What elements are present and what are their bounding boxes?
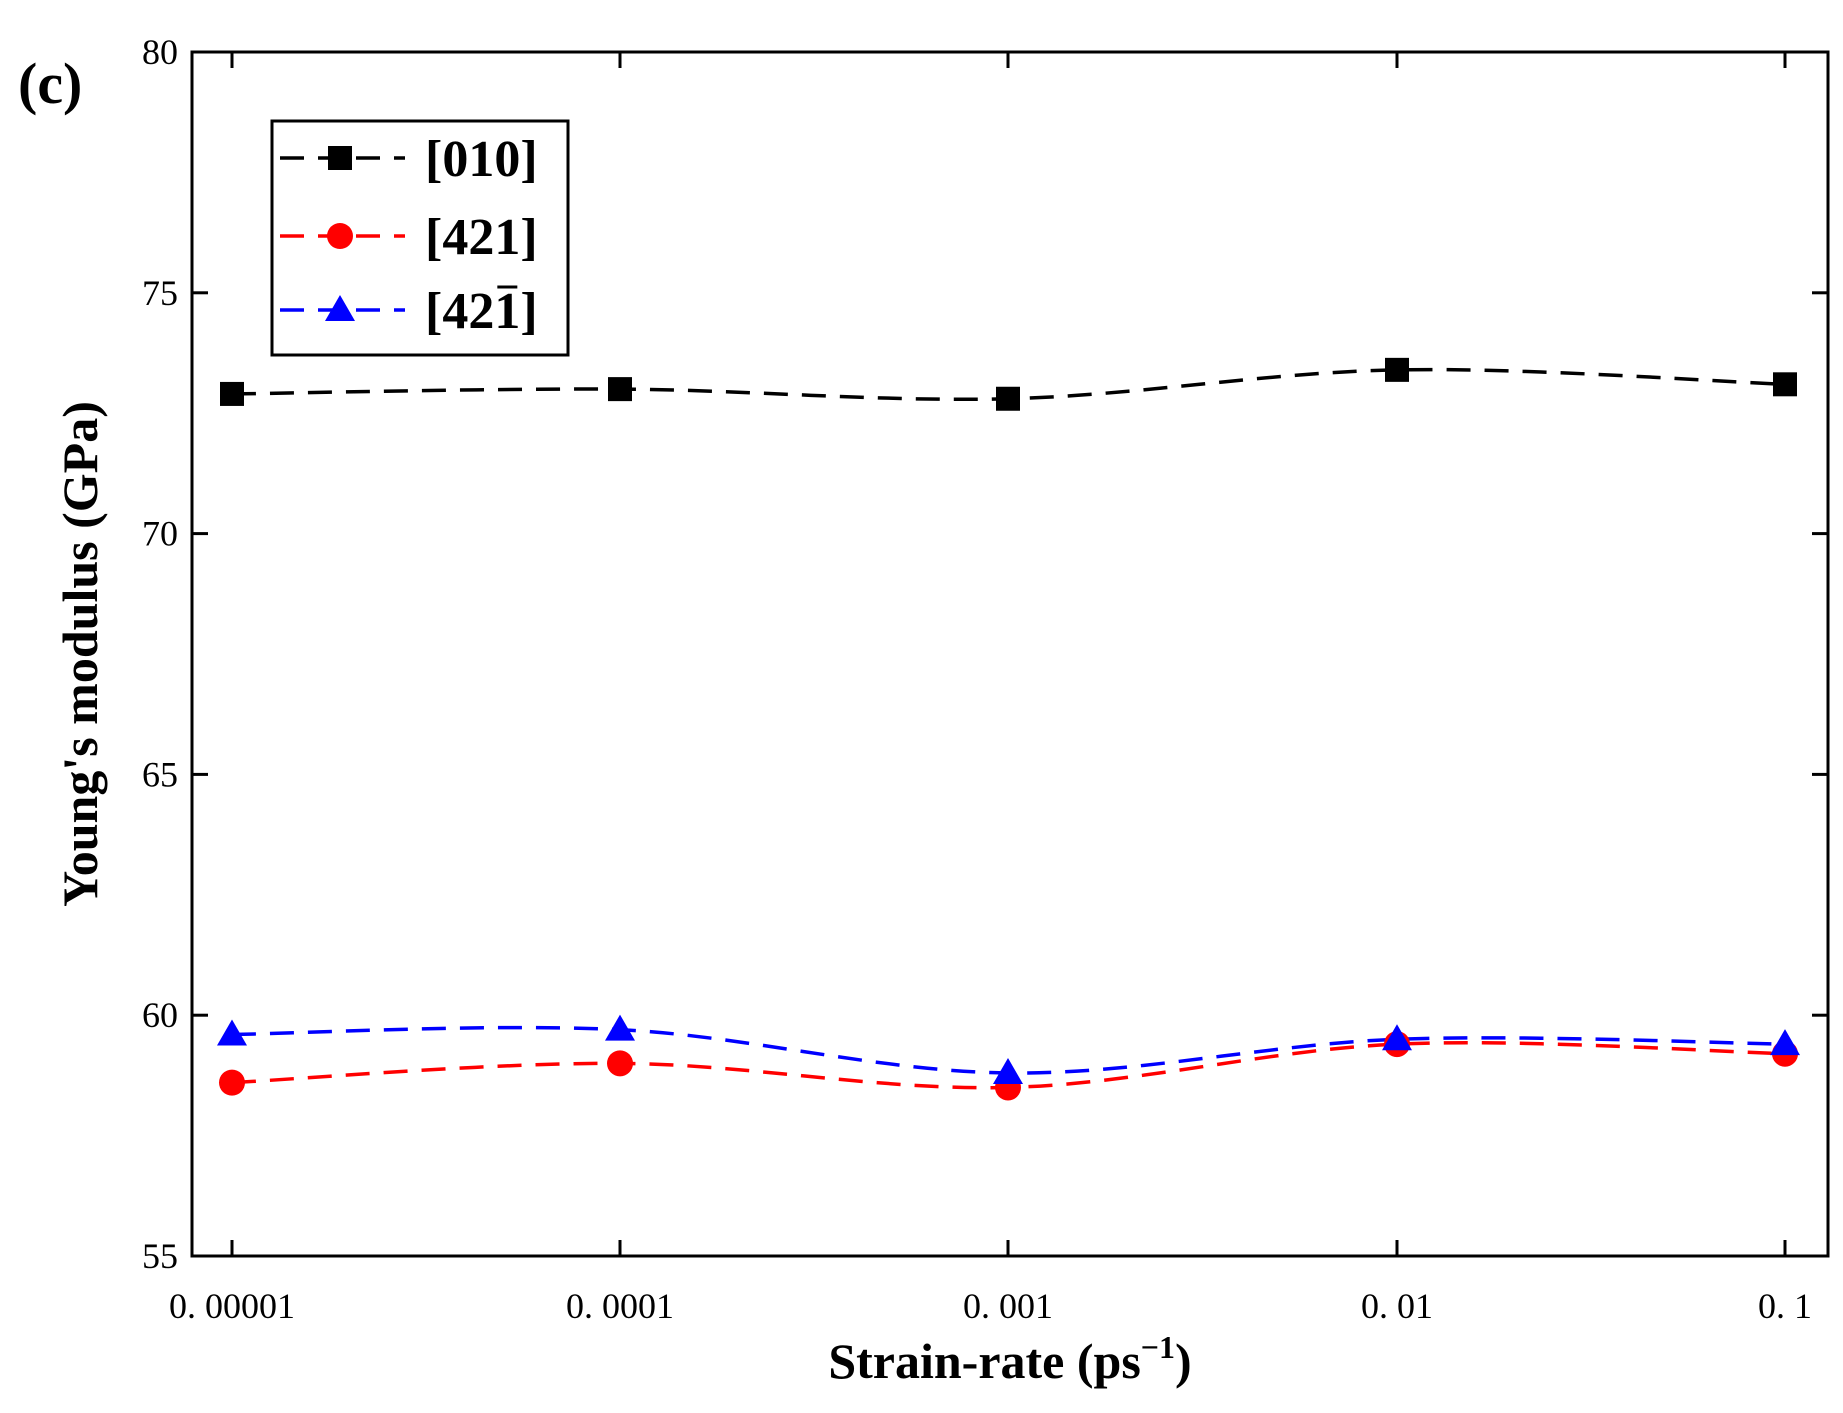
legend-box — [270, 119, 570, 357]
legend-label-main: [42 — [425, 283, 494, 340]
legend-items: [010][421][421] — [280, 131, 538, 340]
series-markers — [217, 357, 1800, 1101]
y-tick-labels: 55 60 65 70 75 80 — [142, 32, 178, 1276]
y-tick-label: 60 — [142, 995, 178, 1035]
legend-label-digit: 1 — [494, 283, 520, 340]
x-tick-label: 0. 0001 — [566, 1286, 674, 1326]
legend-label-digit: 1 — [494, 209, 520, 266]
data-point-triangle — [1382, 1024, 1412, 1051]
data-point-circle — [219, 1069, 245, 1096]
y-tick-label: 55 — [142, 1236, 178, 1276]
x-axis-title-main: Strain-rate (ps — [828, 1333, 1140, 1389]
data-point-square — [608, 377, 632, 402]
data-point-square — [1385, 357, 1409, 382]
x-tick-label: 0. 01 — [1361, 1286, 1433, 1326]
x-tick-label: 0. 00001 — [169, 1286, 295, 1326]
legend-label-close: ] — [520, 131, 537, 188]
y-tick-label: 80 — [142, 32, 178, 72]
data-point-square — [996, 386, 1020, 411]
legend-label-main: [01 — [425, 131, 494, 188]
legend-marker-square — [328, 146, 352, 170]
legend-marker-triangle — [325, 295, 355, 321]
x-tick-labels: 0. 00001 0. 0001 0. 001 0. 01 0. 1 — [169, 1286, 1812, 1326]
data-point-triangle — [605, 1014, 635, 1041]
data-point-triangle — [993, 1057, 1023, 1084]
legend-label-1: [421] — [425, 209, 538, 266]
data-point-triangle — [217, 1019, 247, 1046]
legend-label-2: [421] — [425, 283, 538, 340]
data-point-circle — [607, 1050, 633, 1077]
legend-marker-circle — [327, 223, 353, 249]
data-point-triangle — [1770, 1029, 1800, 1056]
panel-label: (c) — [18, 51, 82, 116]
y-tick-label: 75 — [142, 273, 178, 313]
y-axis-title: Young's modulus (GPa) — [52, 401, 108, 907]
legend-label-0: [010] — [425, 131, 538, 188]
x-tick-label: 0. 1 — [1758, 1286, 1812, 1326]
x-axis-title: Strain-rate (ps−1) — [828, 1329, 1191, 1389]
legend-label-main: [42 — [425, 209, 494, 266]
legend: [010][421][421] — [270, 119, 570, 357]
axis-ticks — [192, 50, 1828, 1258]
x-axis-title-suffix: ) — [1175, 1333, 1192, 1389]
x-axis-title-superscript: −1 — [1141, 1329, 1175, 1365]
plot-frame — [190, 50, 1830, 1258]
legend-label-digit: 0 — [494, 131, 520, 188]
legend-label-close: ] — [520, 283, 537, 340]
legend-label-close: ] — [520, 209, 537, 266]
y-tick-label: 70 — [142, 514, 178, 554]
series-lines — [231, 367, 1786, 1090]
y-tick-label: 65 — [142, 754, 178, 794]
data-point-square — [1773, 372, 1797, 397]
x-tick-label: 0. 001 — [963, 1286, 1053, 1326]
data-point-square — [220, 381, 244, 406]
